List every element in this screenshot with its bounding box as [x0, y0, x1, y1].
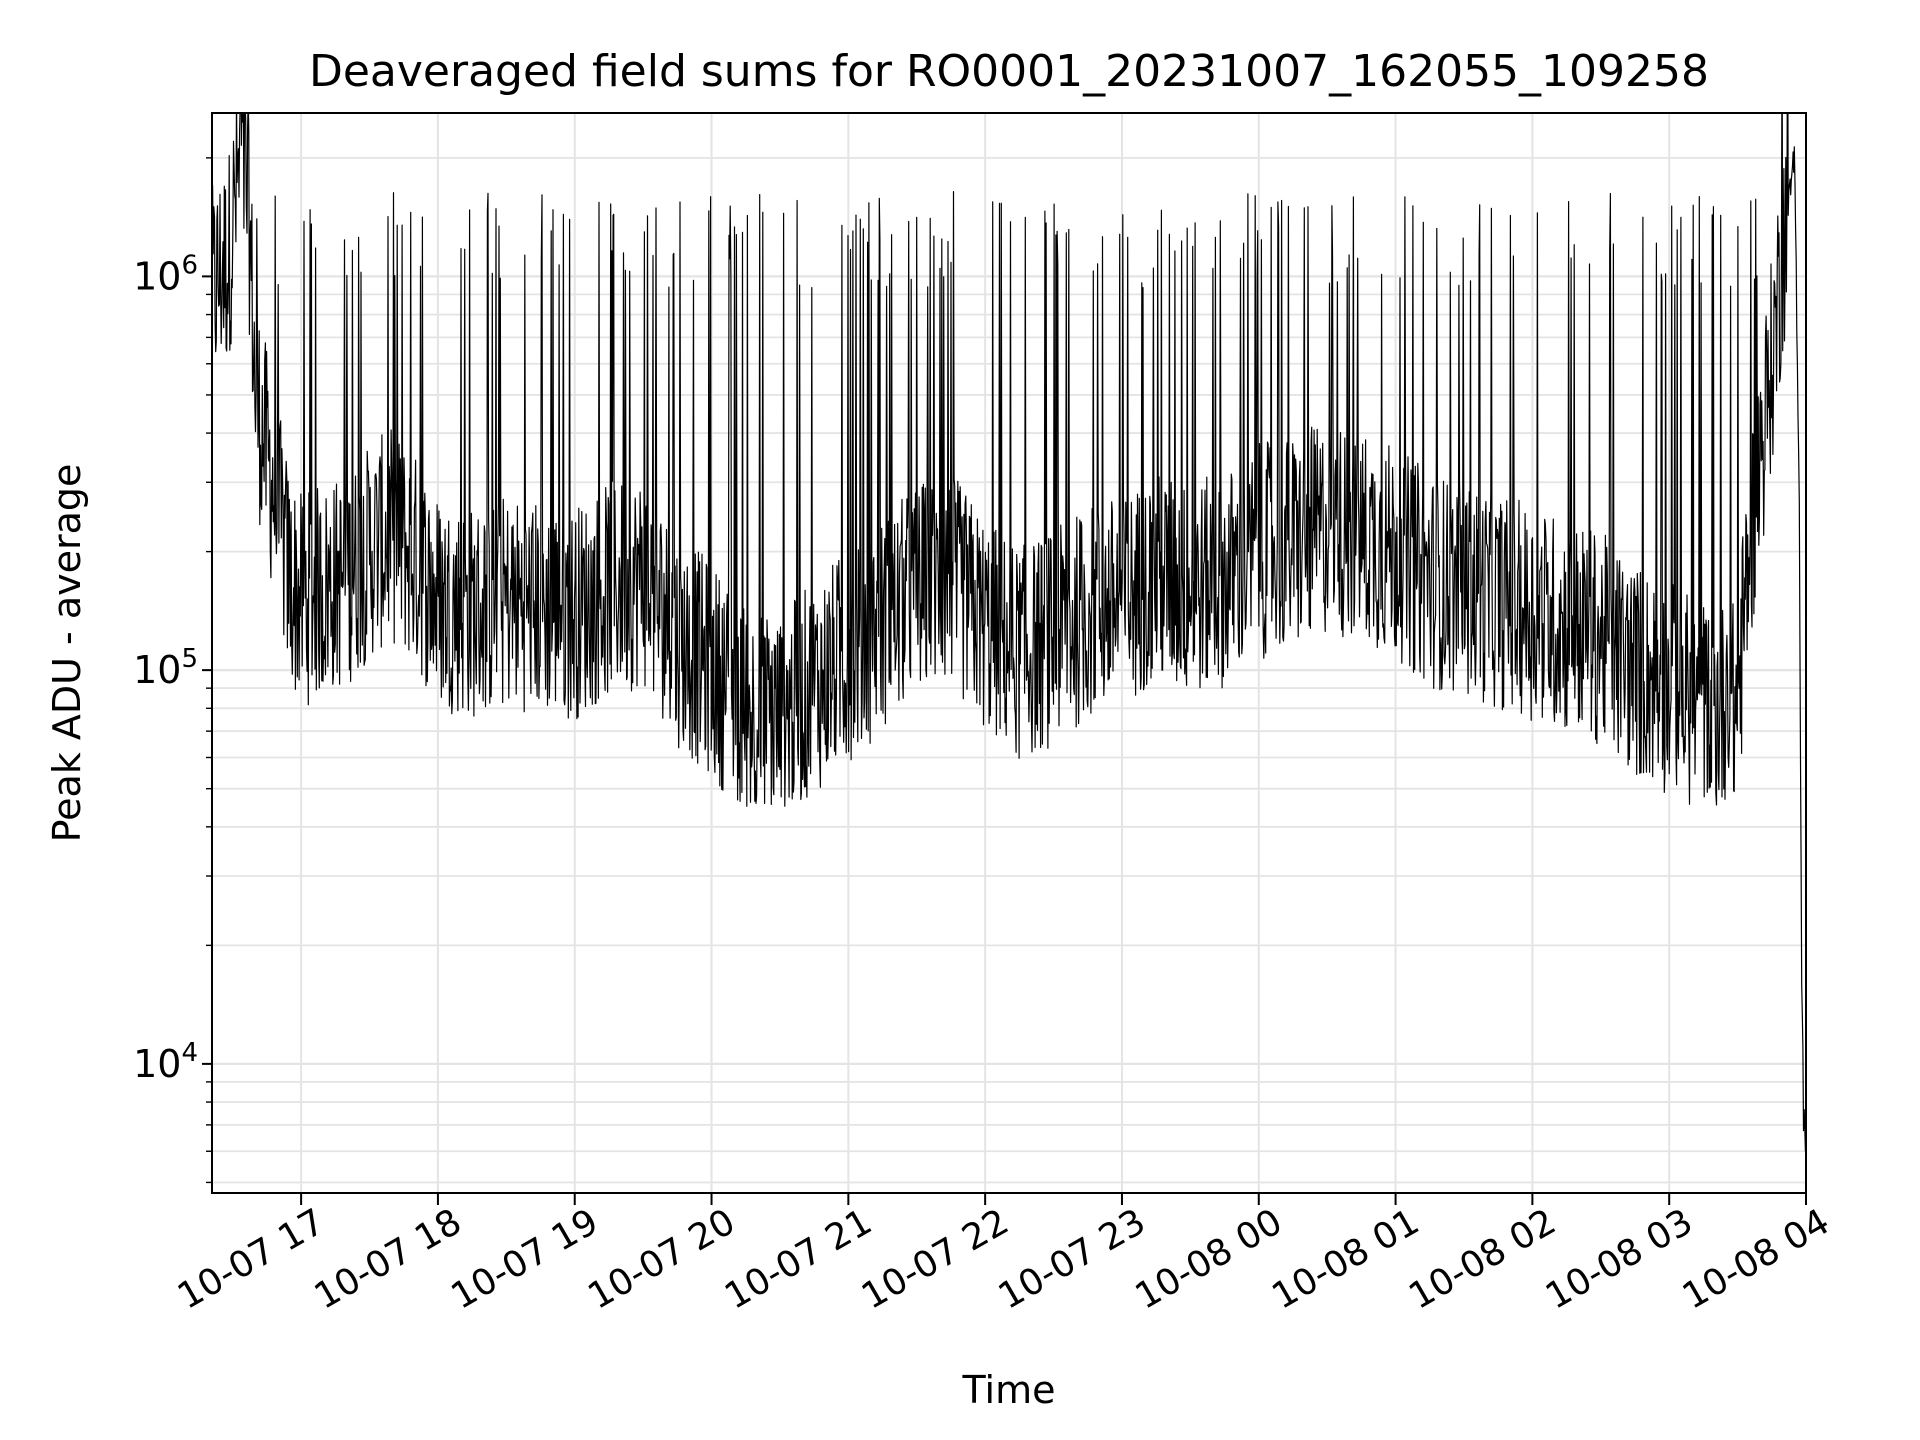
data-series	[212, 113, 1806, 1153]
y-axis-label: Peak ADU - average	[45, 464, 89, 843]
y-tick-label: 106	[133, 250, 198, 298]
y-tick-label: 105	[133, 644, 198, 692]
plot-frame	[211, 112, 1807, 1194]
y-tick-label: 104	[133, 1038, 198, 1086]
y-ticks: 104 105 106	[133, 157, 212, 1184]
x-axis-label: Time	[962, 1368, 1056, 1412]
series-line	[212, 113, 1806, 1153]
chart-title: Deaveraged field sums for RO0001_2023100…	[309, 46, 1709, 97]
